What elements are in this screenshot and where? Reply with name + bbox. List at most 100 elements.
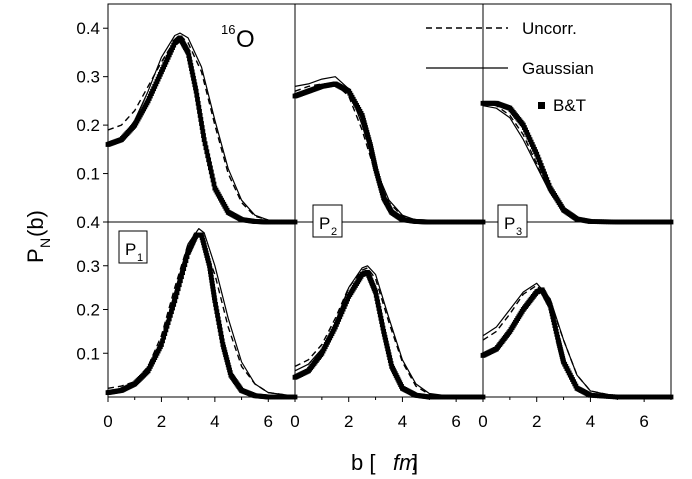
- bt-marker-bottom-p3: [552, 323, 558, 328]
- bt-marker-bottom-p2: [381, 331, 387, 337]
- bt-marker-top-p3: [546, 182, 552, 188]
- bt-marker-bottom-p2: [385, 349, 391, 355]
- bt-marker-bottom-p2: [382, 334, 388, 340]
- nucleus-mass-number: 16: [221, 22, 235, 37]
- bt-marker-top-p2: [379, 188, 385, 193]
- bt-marker-bottom-p1: [209, 280, 215, 286]
- bt-marker-top-p1: [192, 82, 198, 88]
- bt-marker-top-p2: [376, 178, 382, 184]
- y-tick-label-top-p1: 0.2: [76, 116, 100, 135]
- legend-bt-label: B&T: [553, 96, 586, 115]
- bt-marker-bottom-p2: [338, 311, 344, 317]
- bt-marker-top-p2: [361, 117, 366, 123]
- x-tick-label-bottom-p2: 2: [344, 412, 353, 431]
- bt-marker-bottom-p1: [162, 331, 168, 336]
- bt-marker-bottom-p3: [551, 320, 557, 326]
- panel-top-p2: [292, 3, 486, 225]
- bt-marker-top-p1: [208, 165, 213, 171]
- bt-marker-top-p1: [211, 181, 217, 187]
- bt-marker-top-p1: [193, 85, 198, 91]
- bt-marker-bottom-p1: [225, 359, 230, 365]
- bt-marker-top-p2: [363, 127, 369, 133]
- bt-marker-bottom-p2: [376, 306, 382, 311]
- bt-marker-top-p1: [199, 125, 205, 130]
- bt-marker-top-p1: [188, 62, 194, 68]
- bt-marker-bottom-p1: [221, 347, 227, 353]
- bt-marker-bottom-p1: [170, 305, 175, 311]
- bt-marker-bottom-p1: [203, 250, 209, 256]
- bt-marker-bottom-p1: [169, 309, 174, 315]
- x-axis-title: b [ fm ]: [351, 450, 418, 475]
- bt-marker-top-p2: [360, 115, 366, 121]
- gaussian-line-top-p2: [294, 76, 483, 223]
- bt-marker-top-p3: [538, 163, 544, 168]
- bt-marker-bottom-p2: [342, 301, 348, 307]
- bt-marker-bottom-p2: [337, 314, 343, 320]
- bt-marker-top-p1: [198, 117, 204, 122]
- panel-bottom-p3: 0 2 4 6: [478, 221, 674, 431]
- x-tick-label-bottom-p3: 0: [478, 412, 487, 431]
- bt-marker-top-p2: [373, 166, 378, 172]
- bt-marker-bottom-p1: [227, 370, 233, 375]
- bt-marker-bottom-p1: [209, 277, 215, 283]
- panel-frame-bottom-p3: [482, 221, 672, 398]
- bt-marker-top-p1: [210, 177, 216, 183]
- panel-label-p3-main: P: [504, 214, 515, 233]
- bt-marker-bottom-p2: [383, 337, 389, 343]
- bt-marker-top-p1: [166, 52, 172, 58]
- bt-marker-top-p1: [155, 76, 161, 82]
- bt-marker-bottom-p2: [344, 299, 349, 304]
- bt-marker-bottom-p3: [551, 317, 556, 323]
- bt-marker-top-p2: [375, 173, 380, 179]
- bt-marker-top-p1: [190, 72, 196, 78]
- y-tick-label-top-p1: 0.1: [76, 165, 100, 184]
- bt-marker-top-p2: [380, 192, 386, 198]
- y-axis-title-sub: N: [37, 238, 53, 248]
- bt-marker-top-p1: [162, 62, 168, 67]
- bt-marker-bottom-p2: [345, 296, 350, 302]
- bt-marker-top-p2: [374, 171, 380, 176]
- panel-bottom-p2: 0 2 4 6: [290, 221, 486, 431]
- y-tick-label-bottom-p1: 0.3: [76, 257, 100, 276]
- bt-marker-top-p1: [159, 69, 164, 75]
- bt-marker-top-p1: [146, 96, 152, 101]
- bt-marker-bottom-p2: [384, 343, 390, 349]
- bt-marker-bottom-p1: [219, 338, 225, 344]
- bt-marker-top-p3: [522, 125, 527, 130]
- x-tick-label-bottom-p3: 4: [586, 412, 595, 431]
- bt-marker-bottom-p1: [210, 283, 216, 289]
- bt-marker-top-p1: [187, 59, 193, 65]
- bt-marker-top-p3: [544, 177, 550, 183]
- bt-marker-bottom-p2: [377, 312, 383, 318]
- bt-marker-bottom-p1: [214, 309, 220, 315]
- bt-marker-bottom-p2: [373, 289, 378, 295]
- uncorr-line-top-p3: [482, 102, 671, 223]
- legend-uncorr-label: Uncorr.: [522, 19, 577, 38]
- bt-marker-top-p2: [378, 185, 384, 191]
- bt-marker-bottom-p2: [380, 325, 386, 331]
- panels-layer: 0.10.20.30.40 2 4 60.10.20.30.40 2 4 6 0 2 4 6: [76, 3, 674, 431]
- y-tick-label-bottom-p1: 0.1: [76, 344, 100, 363]
- gaussian-line-bottom-p3: [482, 282, 671, 398]
- bt-marker-bottom-p1: [173, 294, 179, 300]
- bt-marker-top-p3: [534, 151, 540, 157]
- bt-marker-top-p3: [520, 122, 526, 128]
- bt-marker-bottom-p1: [174, 290, 180, 296]
- bt-marker-bottom-p1: [176, 282, 182, 288]
- bt-marker-top-p1: [147, 93, 153, 99]
- bt-marker-top-p1: [156, 74, 162, 80]
- bt-marker-bottom-p1: [181, 266, 187, 272]
- bt-marker-bottom-p2: [373, 292, 379, 298]
- bt-marker-top-p3: [539, 165, 545, 171]
- y-tick-label-top-p1: 0.3: [76, 68, 100, 87]
- panel-label-p1: P 1: [118, 230, 148, 264]
- bt-marker-bottom-p1: [227, 367, 232, 373]
- bt-marker-bottom-p1: [220, 342, 226, 347]
- bt-marker-top-p3: [528, 139, 534, 145]
- bt-marker-bottom-p1: [161, 334, 167, 340]
- bt-marker-top-p1: [200, 129, 206, 134]
- bt-marker-bottom-p3: [548, 305, 554, 311]
- bt-marker-bottom-p1: [212, 298, 218, 304]
- legend: Uncorr. Gaussian B&T: [426, 19, 594, 115]
- bt-marker-top-p1: [167, 50, 173, 55]
